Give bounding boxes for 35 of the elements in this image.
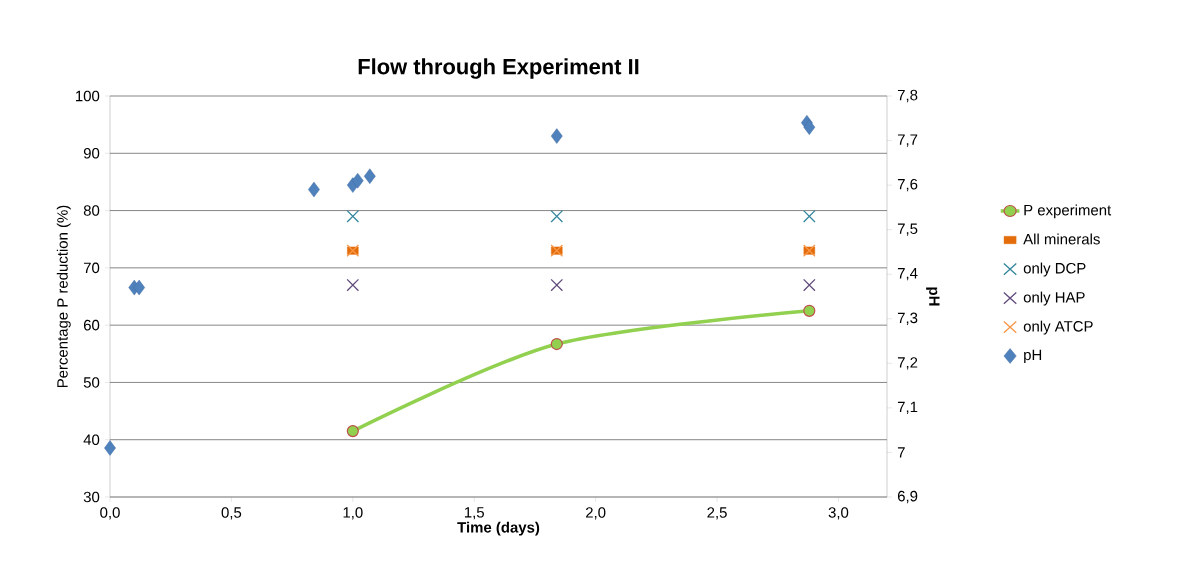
y2-tick-label: 7,5: [897, 223, 918, 236]
y-tick-label: 100: [76, 90, 100, 102]
legend-label: P experiment: [1024, 204, 1112, 219]
x-axis-title: Time (days): [457, 521, 540, 536]
x-tick-label: 1,5: [464, 507, 484, 520]
y-tick-label: 70: [83, 262, 100, 274]
y2-tick-label: 7: [897, 447, 905, 458]
y2-tick-label: 7,1: [897, 401, 918, 414]
y-tick-label: 50: [83, 377, 100, 388]
y2-tick-label: 7,3: [897, 312, 918, 325]
x-tick-label: 2,0: [585, 507, 606, 520]
y2-tick-label: 7,4: [897, 268, 918, 281]
y2-tick-label: 7,8: [897, 89, 918, 103]
legend-label: only ATCP: [1023, 320, 1093, 335]
y-tick-label: 60: [83, 319, 100, 331]
x-tick-label: 0,5: [221, 507, 242, 520]
y-tick-label: 90: [83, 147, 100, 159]
y2-tick-label: 7,7: [897, 134, 918, 147]
x-tick-label: 2,5: [707, 507, 727, 520]
y2-tick-label: 6,9: [897, 490, 918, 504]
x-tick-label: 0,0: [100, 507, 120, 520]
y2-tick-label: 7,6: [897, 178, 918, 192]
legend-label: pH: [1024, 349, 1042, 364]
y-tick-label: 40: [83, 434, 100, 445]
legend-label: only DCP: [1023, 262, 1086, 277]
x-tick-label: 1,0: [343, 507, 363, 520]
x-tick-label: 3,0: [828, 507, 849, 520]
legend-label: only HAP: [1023, 291, 1085, 306]
legend-label: All minerals: [1023, 233, 1100, 245]
y-axis-title: Percentage P reduction (%): [56, 205, 71, 388]
y-tick-label: 30: [83, 491, 100, 503]
y2-tick-label: 7,2: [897, 357, 918, 370]
y2-axis-title: pH: [926, 287, 940, 306]
chart-title: Flow through Experiment II: [358, 58, 639, 79]
y-tick-label: 80: [83, 205, 100, 216]
